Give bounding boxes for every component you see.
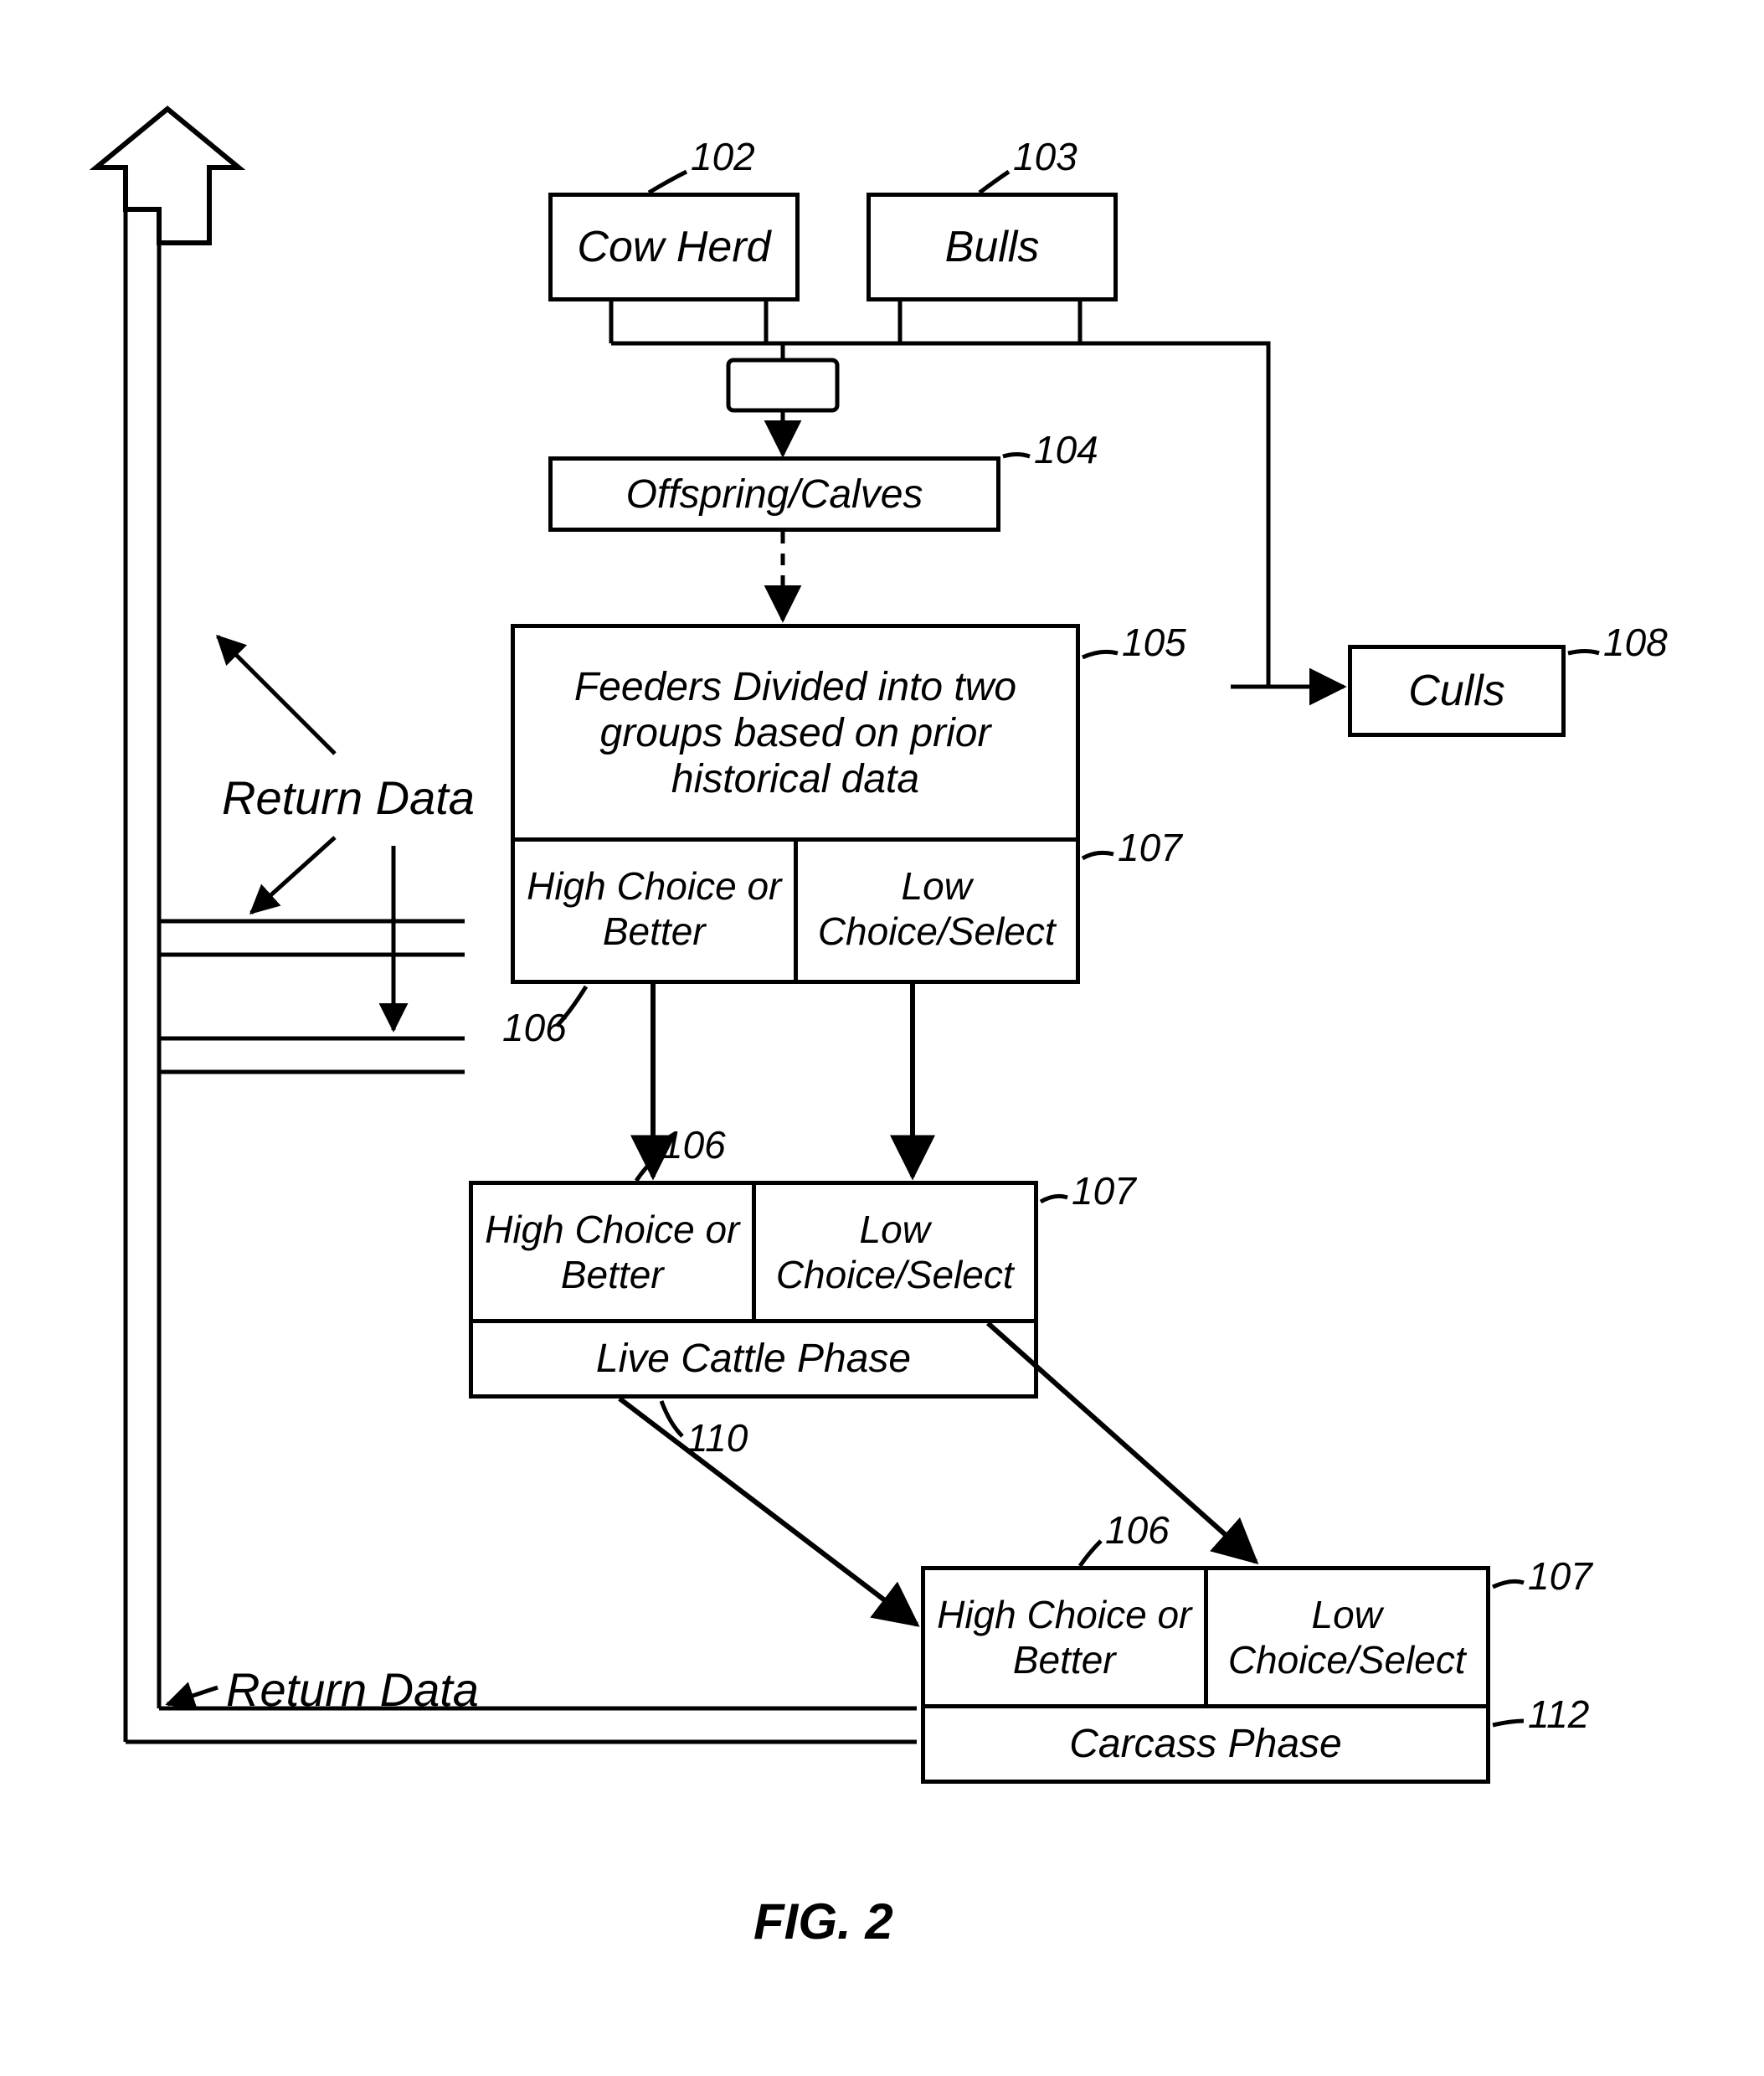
- return-data-label-2: Return Data: [226, 1662, 479, 1717]
- num-108: 108: [1603, 620, 1668, 665]
- box-bulls: Bulls: [867, 193, 1118, 301]
- num-112: 112: [1528, 1692, 1589, 1737]
- cell-feeder-low-choice: Low Choice/Select: [798, 837, 1077, 980]
- cell-feeder-high-choice: High Choice or Better: [515, 837, 798, 980]
- box-live-split: High Choice or Better Low Choice/Select: [469, 1181, 1038, 1323]
- cell-carcass-low-choice: Low Choice/Select: [1208, 1570, 1487, 1704]
- num-106a: 106: [502, 1005, 567, 1050]
- box-offspring: Offspring/Calves: [548, 456, 1000, 532]
- diagram-canvas: Cow Herd Bulls Offspring/Calves Culls Fe…: [0, 0, 1764, 2076]
- num-107a: 107: [1118, 825, 1182, 870]
- cell-live-low-choice: Low Choice/Select: [756, 1185, 1035, 1319]
- num-103: 103: [1013, 134, 1077, 179]
- label-offspring: Offspring/Calves: [626, 471, 923, 518]
- box-feeders-split: High Choice or Better Low Choice/Select: [511, 837, 1080, 984]
- num-110: 110: [687, 1415, 748, 1460]
- num-105: 105: [1122, 620, 1186, 665]
- label-hc-3: High Choice or Better: [925, 1592, 1204, 1682]
- label-carcass: Carcass Phase: [1069, 1721, 1341, 1767]
- label-hc-2: High Choice or Better: [473, 1207, 752, 1297]
- label-live: Live Cattle Phase: [596, 1336, 911, 1382]
- cell-live-high-choice: High Choice or Better: [473, 1185, 756, 1319]
- label-feeders: Feeders Divided into two groups based on…: [540, 664, 1051, 802]
- num-102: 102: [691, 134, 755, 179]
- label-lc-2: Low Choice/Select: [756, 1207, 1035, 1297]
- num-107b: 107: [1072, 1168, 1136, 1213]
- label-culls: Culls: [1408, 666, 1505, 716]
- label-bulls: Bulls: [945, 222, 1040, 272]
- num-104: 104: [1034, 427, 1098, 472]
- label-lc-3: Low Choice/Select: [1208, 1592, 1487, 1682]
- box-live-footer: Live Cattle Phase: [469, 1323, 1038, 1399]
- box-carcass-split: High Choice or Better Low Choice/Select: [921, 1566, 1490, 1708]
- box-cow-herd: Cow Herd: [548, 193, 800, 301]
- figure-label: FIG. 2: [753, 1893, 893, 1950]
- label-cow-herd: Cow Herd: [577, 222, 770, 272]
- box-feeders: Feeders Divided into two groups based on…: [511, 624, 1080, 842]
- num-106b: 106: [661, 1122, 726, 1167]
- num-106c: 106: [1105, 1507, 1170, 1553]
- label-lc-1: Low Choice/Select: [798, 863, 1077, 954]
- connectors-svg: [0, 0, 1764, 2076]
- box-carcass-footer: Carcass Phase: [921, 1708, 1490, 1784]
- box-culls: Culls: [1348, 645, 1566, 737]
- cell-carcass-high-choice: High Choice or Better: [925, 1570, 1208, 1704]
- return-data-label-1: Return Data: [222, 770, 475, 825]
- num-107c: 107: [1528, 1553, 1592, 1599]
- label-hc-1: High Choice or Better: [515, 863, 794, 954]
